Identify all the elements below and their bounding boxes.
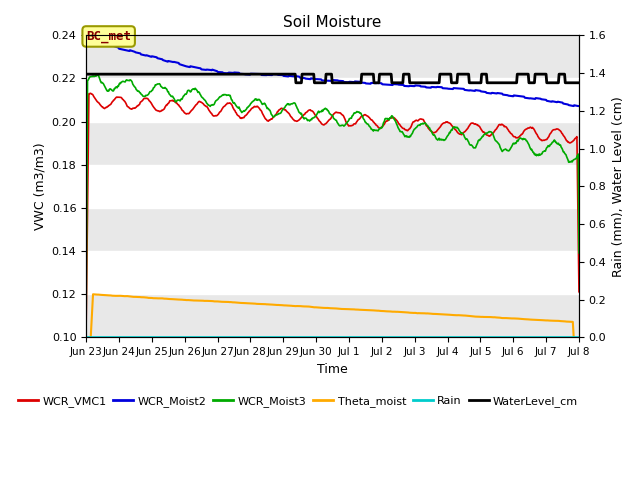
Rain bbox=[142, 335, 150, 340]
Y-axis label: Rain (mm), Water Level (cm): Rain (mm), Water Level (cm) bbox=[612, 96, 625, 276]
Rain bbox=[192, 335, 200, 340]
WCR_VMC1 bbox=[86, 90, 94, 96]
WCR_Moist2 bbox=[575, 103, 583, 109]
WCR_Moist2 bbox=[392, 82, 400, 87]
WCR_VMC1 bbox=[83, 321, 90, 326]
X-axis label: Time: Time bbox=[317, 362, 348, 375]
Theta_moist bbox=[407, 310, 415, 316]
WCR_VMC1 bbox=[92, 96, 100, 102]
WCR_VMC1 bbox=[219, 105, 227, 111]
WCR_VMC1 bbox=[143, 96, 150, 101]
WaterLevel_cm bbox=[393, 80, 401, 85]
Theta_moist bbox=[575, 423, 583, 429]
WaterLevel_cm bbox=[192, 71, 200, 77]
WCR_VMC1 bbox=[393, 118, 401, 123]
WCR_Moist2 bbox=[218, 70, 226, 75]
Bar bbox=[86, 78, 579, 121]
WCR_Moist2 bbox=[192, 65, 200, 71]
WCR_VMC1 bbox=[575, 289, 583, 295]
WCR_Moist2 bbox=[142, 53, 150, 59]
Bar bbox=[86, 165, 579, 208]
WCR_Moist2 bbox=[406, 83, 414, 89]
Rain bbox=[575, 335, 583, 340]
Line: Theta_moist: Theta_moist bbox=[86, 294, 579, 426]
Theta_moist bbox=[83, 421, 90, 427]
WaterLevel_cm bbox=[92, 71, 99, 77]
Y-axis label: VWC (m3/m3): VWC (m3/m3) bbox=[33, 143, 46, 230]
Legend: WCR_VMC1, WCR_Moist2, WCR_Moist3, Theta_moist, Rain, WaterLevel_cm: WCR_VMC1, WCR_Moist2, WCR_Moist3, Theta_… bbox=[13, 391, 582, 411]
WCR_Moist3 bbox=[83, 314, 90, 320]
WCR_Moist2 bbox=[92, 36, 99, 42]
WaterLevel_cm bbox=[292, 80, 300, 85]
Theta_moist bbox=[193, 298, 200, 303]
WCR_VMC1 bbox=[407, 124, 415, 130]
WaterLevel_cm bbox=[142, 71, 150, 77]
Rain bbox=[92, 335, 99, 340]
WCR_Moist3 bbox=[92, 73, 99, 79]
WCR_VMC1 bbox=[193, 102, 200, 108]
Theta_moist bbox=[89, 291, 97, 297]
Line: WCR_Moist2: WCR_Moist2 bbox=[86, 36, 579, 106]
WCR_Moist3 bbox=[575, 250, 583, 256]
Rain bbox=[406, 335, 414, 340]
Line: WCR_VMC1: WCR_VMC1 bbox=[86, 93, 579, 324]
Theta_moist bbox=[92, 292, 100, 298]
Rain bbox=[83, 335, 90, 340]
Text: BC_met: BC_met bbox=[86, 30, 131, 43]
WaterLevel_cm bbox=[575, 80, 583, 85]
Title: Soil Moisture: Soil Moisture bbox=[284, 15, 381, 30]
WCR_Moist2 bbox=[575, 103, 582, 109]
Line: WaterLevel_cm: WaterLevel_cm bbox=[86, 74, 579, 83]
WaterLevel_cm bbox=[407, 80, 415, 85]
Line: WCR_Moist3: WCR_Moist3 bbox=[86, 75, 579, 317]
WCR_Moist3 bbox=[143, 93, 150, 98]
WCR_Moist3 bbox=[219, 92, 227, 98]
Rain bbox=[392, 335, 400, 340]
Theta_moist bbox=[219, 299, 227, 305]
Bar bbox=[86, 251, 579, 294]
Rain bbox=[218, 335, 226, 340]
WCR_Moist3 bbox=[93, 72, 101, 78]
WCR_Moist3 bbox=[193, 87, 200, 93]
WaterLevel_cm bbox=[218, 71, 226, 77]
WCR_Moist2 bbox=[83, 34, 90, 39]
WaterLevel_cm bbox=[83, 71, 90, 77]
WCR_Moist3 bbox=[407, 132, 415, 138]
Theta_moist bbox=[393, 309, 401, 315]
Theta_moist bbox=[143, 295, 150, 300]
WCR_Moist3 bbox=[393, 121, 401, 127]
